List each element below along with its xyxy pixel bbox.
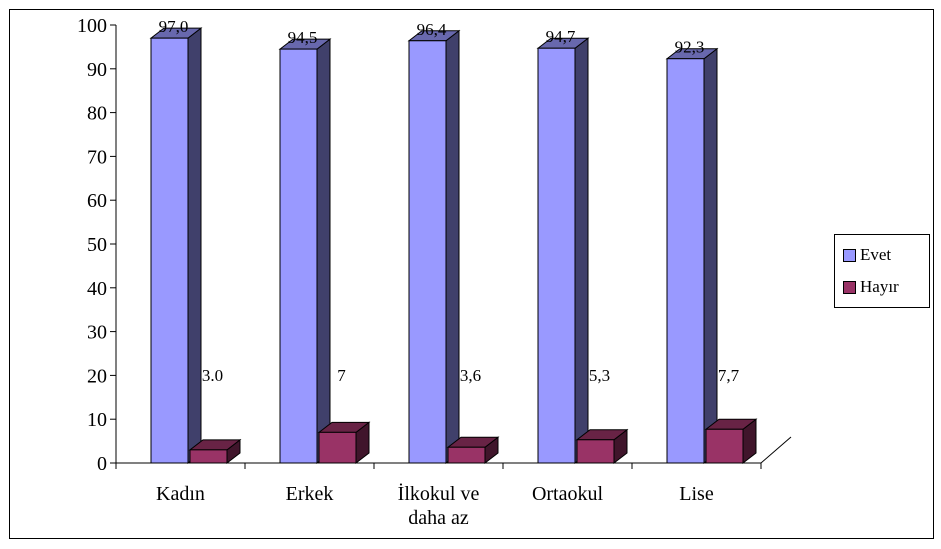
bar-evet-3-side bbox=[574, 37, 589, 465]
bar-evet-3-label: 94,7 bbox=[546, 27, 576, 46]
legend: Evet Hayır bbox=[834, 234, 930, 308]
bar-evet-4-front bbox=[666, 58, 705, 464]
bar-hayir-2-front bbox=[447, 446, 486, 464]
legend-swatch-hayir bbox=[843, 280, 856, 294]
bar-evet-3-front bbox=[537, 47, 576, 464]
bar-evet-2-side bbox=[445, 29, 460, 465]
bar-hayir-1-label: 7 bbox=[337, 366, 346, 385]
y-tick-label-0: 0 bbox=[97, 453, 107, 475]
bar-evet-2-label: 96,4 bbox=[417, 20, 447, 39]
x-category-label-2-line1: daha az bbox=[408, 507, 469, 529]
legend-label-hayir: Hayır bbox=[860, 277, 899, 296]
bar-evet-4-label: 92,3 bbox=[675, 38, 705, 57]
bar-evet-2-front bbox=[408, 40, 447, 464]
x-category-label-0: Kadın bbox=[156, 483, 205, 505]
bar-hayir-3-label: 5,3 bbox=[589, 366, 610, 385]
legend-label-evet: Evet bbox=[860, 245, 892, 264]
y-tick-label-80: 80 bbox=[87, 103, 107, 125]
bar-hayir-0-label: 3.0 bbox=[202, 366, 223, 385]
x-category-label-3: Ortaokul bbox=[532, 483, 604, 505]
bar-hayir-0-front bbox=[189, 449, 228, 464]
legend-item-evet: Evet bbox=[843, 245, 891, 265]
y-tick-label-60: 60 bbox=[87, 190, 107, 212]
bar-evet-1-front bbox=[279, 48, 318, 464]
y-tick-label-40: 40 bbox=[87, 278, 107, 300]
legend-swatch-evet bbox=[843, 248, 856, 262]
y-tick-label-90: 90 bbox=[87, 59, 107, 81]
bar-evet-0-front bbox=[150, 37, 189, 464]
bar-evet-1-side bbox=[316, 38, 331, 465]
legend-item-hayir: Hayır bbox=[843, 277, 899, 297]
bar-hayir-2-label: 3,6 bbox=[460, 366, 481, 385]
x-category-label-1: Erkek bbox=[286, 483, 334, 505]
y-tick-label-100: 100 bbox=[77, 15, 107, 37]
bar-hayir-4-label: 7,7 bbox=[718, 366, 740, 385]
x-category-label-4: Lise bbox=[679, 483, 714, 505]
x-category-label-2: İlkokul ve bbox=[398, 482, 480, 505]
bar-evet-4-side bbox=[703, 47, 718, 465]
y-tick-label-10: 10 bbox=[87, 409, 107, 431]
floor-edge bbox=[760, 436, 792, 464]
bar-evet-0-side bbox=[187, 27, 202, 465]
bar-hayir-4-front bbox=[705, 428, 744, 464]
bar-hayir-1-front bbox=[318, 431, 357, 464]
y-tick-label-50: 50 bbox=[87, 234, 107, 256]
bar-hayir-3-front bbox=[576, 439, 615, 464]
y-tick-label-70: 70 bbox=[87, 146, 107, 168]
bar-evet-1-label: 94,5 bbox=[288, 28, 318, 47]
bar-evet-0-label: 97,0 bbox=[159, 17, 189, 36]
y-tick-label-20: 20 bbox=[87, 365, 107, 387]
y-tick-label-30: 30 bbox=[87, 322, 107, 344]
